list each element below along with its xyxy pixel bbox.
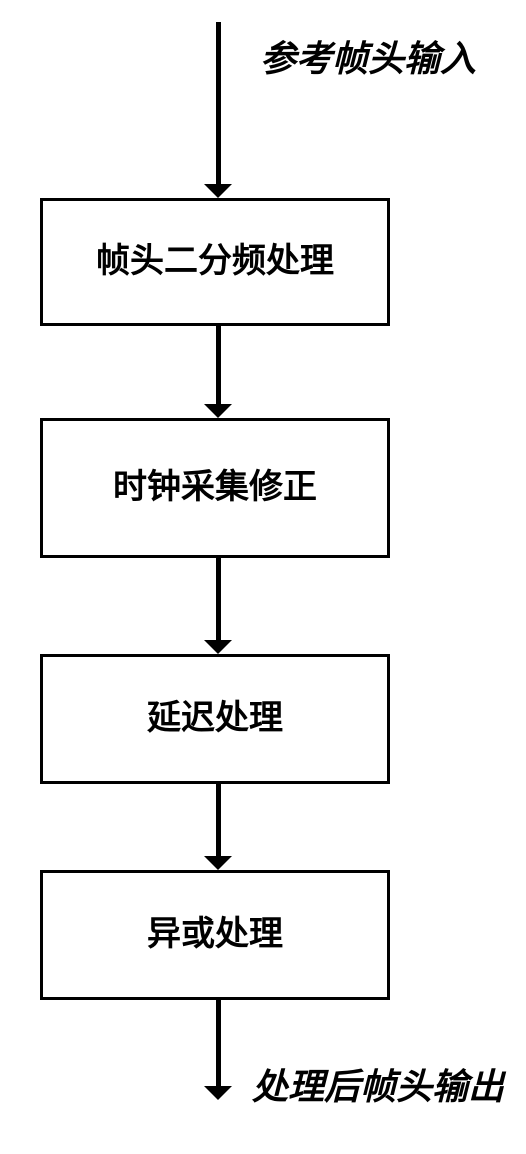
- input-label-text: 参考帧头输入: [260, 39, 476, 79]
- flow-arrowhead-1: [204, 404, 232, 418]
- flow-arrowhead-4: [204, 1086, 232, 1100]
- flow-edge-0: [216, 22, 221, 184]
- flow-node-4-label: 异或处理: [147, 915, 283, 956]
- output-label-text: 处理后帧头输出: [252, 1067, 504, 1107]
- flow-arrowhead-2: [204, 640, 232, 654]
- flow-node-4: 异或处理: [40, 870, 390, 1000]
- flow-edge-3: [216, 784, 221, 856]
- flow-arrowhead-3: [204, 856, 232, 870]
- flow-edge-1: [216, 326, 221, 404]
- flow-node-1-label: 帧头二分频处理: [96, 242, 334, 283]
- flow-arrowhead-0: [204, 184, 232, 198]
- flow-node-3: 延迟处理: [40, 654, 390, 784]
- output-label: 处理后帧头输出: [252, 1058, 504, 1110]
- flow-node-2: 时钟采集修正: [40, 418, 390, 558]
- flow-node-1: 帧头二分频处理: [40, 198, 390, 326]
- flow-edge-4: [216, 1000, 221, 1086]
- flow-node-2-label: 时钟采集修正: [113, 468, 317, 509]
- input-label: 参考帧头输入: [260, 30, 476, 82]
- flow-node-3-label: 延迟处理: [147, 699, 283, 740]
- flow-edge-2: [216, 558, 221, 640]
